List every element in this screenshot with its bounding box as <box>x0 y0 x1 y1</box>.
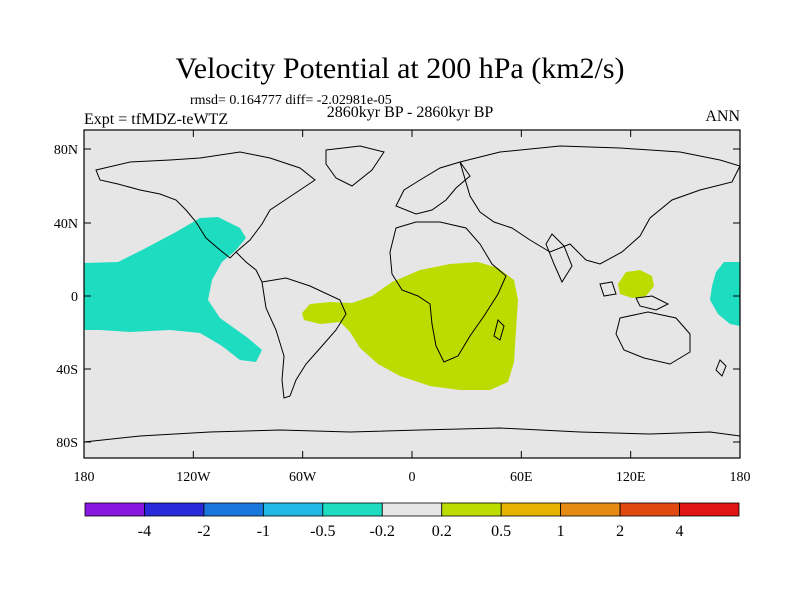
colorbar-label: -1 <box>257 523 270 540</box>
lat-tick-label: 80N <box>54 143 78 158</box>
colorbar-swatch <box>144 502 205 517</box>
colorbar-label: -0.2 <box>370 523 395 540</box>
colorbar-swatch <box>203 502 264 517</box>
negative-anomaly-west-pacific <box>710 262 740 326</box>
colorbar-label: 4 <box>676 523 684 540</box>
lat-tick-label: 80S <box>56 436 78 451</box>
coastlines <box>83 145 741 443</box>
colorbar-swatch <box>560 502 621 517</box>
colorbar-swatch <box>619 502 680 517</box>
colorbar-label: 0.2 <box>432 523 452 540</box>
lat-tick-label: 0 <box>71 290 78 305</box>
season-label: ANN <box>705 108 740 125</box>
lat-tick-label: 40S <box>56 363 78 378</box>
colorbar-swatch <box>322 502 383 517</box>
colorbar-swatch <box>679 502 740 517</box>
stats-line: rmsd= 0.164777 diff= -2.02981e-05 <box>190 93 392 108</box>
longitude-axis: 180 120W 60W 0 60E 120E 180 <box>74 130 751 485</box>
colorbar-label: 2 <box>616 523 624 540</box>
plot-title: Velocity Potential at 200 hPa (km2/s) <box>175 52 625 85</box>
experiment-label: Expt = tfMDZ-teWTZ <box>84 111 229 128</box>
period-label: 2860kyr BP - 2860kyr BP <box>326 104 494 121</box>
lon-tick-label: 120W <box>176 470 211 485</box>
lon-tick-label: 180 <box>730 470 751 485</box>
lon-tick-label: 0 <box>409 470 416 485</box>
lat-tick-label: 40N <box>54 217 78 232</box>
lon-tick-label: 120E <box>616 470 646 485</box>
colorbar-label: -2 <box>197 523 210 540</box>
colorbar-swatch <box>381 502 443 517</box>
colorbar-swatch <box>84 502 145 517</box>
colorbar-swatch <box>262 502 324 517</box>
colorbar-swatch <box>441 502 502 517</box>
colorbar-label: 0.5 <box>491 523 511 540</box>
lon-tick-label: 180 <box>74 470 95 485</box>
colorbar-label: 1 <box>557 523 565 540</box>
latitude-axis: 80N 40N 0 40S 80S <box>54 143 740 451</box>
lon-tick-label: 60E <box>510 470 533 485</box>
colorbar-label: -4 <box>138 523 151 540</box>
positive-anomaly-maritime-continent <box>618 270 654 298</box>
colorbar-label: -0.5 <box>310 523 335 540</box>
lon-tick-label: 60W <box>289 470 317 485</box>
positive-anomaly-africa-atlantic <box>302 262 518 390</box>
negative-anomaly-east-pacific <box>84 217 262 362</box>
colorbar-swatch <box>500 502 562 517</box>
colorbar: -4 -2 -1 -0.5 -0.2 0.2 0.5 1 2 4 <box>84 502 740 540</box>
